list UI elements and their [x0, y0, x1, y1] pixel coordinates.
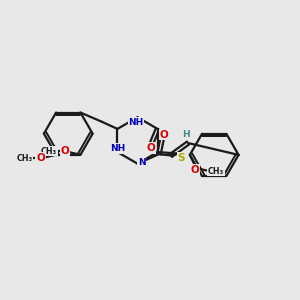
- Text: NH: NH: [128, 118, 144, 127]
- Text: O: O: [36, 153, 45, 163]
- Text: O: O: [160, 130, 169, 140]
- Text: NH: NH: [110, 144, 125, 153]
- Text: CH₃: CH₃: [41, 147, 57, 156]
- Text: O: O: [190, 165, 199, 175]
- Text: H: H: [182, 130, 190, 139]
- Text: S: S: [178, 153, 185, 163]
- Text: O: O: [61, 146, 69, 156]
- Text: CH₃: CH₃: [208, 167, 224, 176]
- Text: CH₃: CH₃: [16, 154, 33, 163]
- Text: N: N: [138, 158, 146, 167]
- Text: O: O: [146, 143, 155, 153]
